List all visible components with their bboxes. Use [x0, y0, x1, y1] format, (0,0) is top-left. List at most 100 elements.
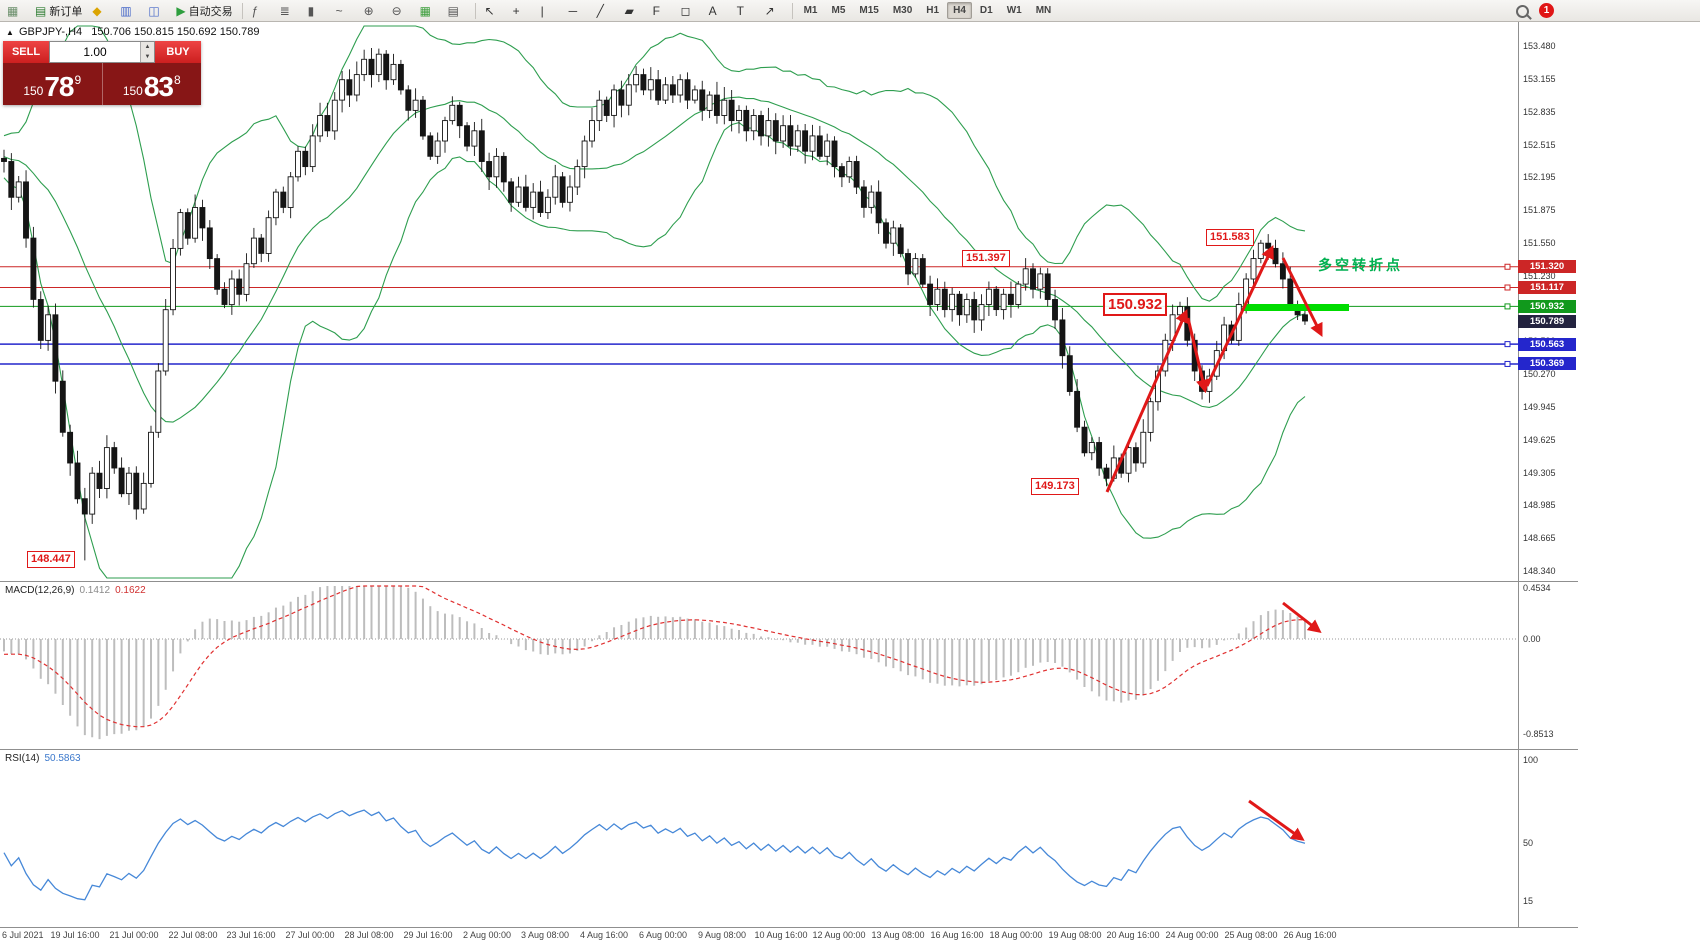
trend-arrows[interactable]	[1105, 245, 1323, 841]
cursor-button[interactable]: ↖	[481, 1, 507, 21]
fibonacci-button[interactable]: F	[649, 1, 675, 21]
timeframe-m1[interactable]: M1	[803, 5, 818, 16]
channel-icon: ▰	[624, 3, 634, 18]
macd-axis-label: 0.4534	[1523, 583, 1551, 593]
new-chart-icon: ▦	[7, 3, 19, 18]
rsi-axis-label: 50	[1523, 838, 1534, 848]
time-axis-label: 16 Aug 16:00	[930, 930, 984, 940]
new-order-button-label: 新订单	[49, 5, 83, 18]
bar-chart-button[interactable]: ≣	[276, 1, 302, 21]
text-button[interactable]: A	[705, 1, 731, 21]
rsi-axis-label: 15	[1523, 896, 1534, 906]
one-click-trading-panel: SELL ▲▼ BUY 150 78 9 150 83 8	[3, 41, 201, 105]
sell-button[interactable]: SELL	[3, 41, 49, 63]
horizontal-line-button[interactable]: ─	[565, 1, 591, 21]
macd-axis-label: 0.00	[1523, 634, 1541, 644]
new-order-button[interactable]: ▤ 新订单	[31, 1, 86, 21]
timeframe-h4[interactable]: H4	[947, 2, 972, 19]
price-tag-150.789: 150.789	[1518, 315, 1576, 328]
price-axis-label: 153.155	[1523, 74, 1556, 84]
price-axis-label: 153.480	[1523, 41, 1556, 51]
candlestick-chart-icon: ▮	[307, 3, 315, 18]
time-axis-label: 19 Jul 16:00	[50, 930, 100, 940]
macd-signal-line	[3, 585, 1306, 728]
price-axis-label: 148.665	[1523, 533, 1556, 543]
timeframe-m30[interactable]: M30	[892, 5, 913, 16]
gold-diamond-icon[interactable]: ◆	[88, 1, 114, 21]
line-chart-icon: ~	[335, 3, 343, 18]
zoom-in-icon: ⊕	[363, 3, 374, 18]
panel-borders	[0, 22, 1578, 928]
timeframe-m5[interactable]: M5	[831, 5, 846, 16]
zoom-in-button[interactable]: ⊕	[360, 1, 386, 21]
notification-badge[interactable]: 1	[1539, 3, 1554, 18]
candlestick-chart-button[interactable]: ▮	[304, 1, 330, 21]
time-axis-label: 24 Aug 00:00	[1165, 930, 1219, 940]
macd-header: MACD(12,26,9) 0.1412 0.1622	[5, 585, 146, 596]
vertical-line-button[interactable]: |	[537, 1, 563, 21]
arrows-button[interactable]: ↗	[761, 1, 787, 21]
ask-price[interactable]: 150 83 8	[103, 63, 202, 105]
price-label-149.173[interactable]: 149.173	[1031, 478, 1079, 495]
autotrading-button[interactable]: ▶ 自动交易	[172, 1, 236, 21]
symbol-bar: ▲ GBPJPY-,H4 150.706 150.815 150.692 150…	[6, 26, 259, 38]
candles	[1, 48, 1308, 561]
volume-stepper[interactable]: ▲ ▼	[140, 42, 154, 62]
zoom-out-icon: ⊖	[391, 3, 402, 18]
price-axis-label: 149.625	[1523, 435, 1556, 445]
buy-button[interactable]: BUY	[155, 41, 201, 63]
price-label-148.447[interactable]: 148.447	[27, 551, 75, 568]
time-axis-label: 27 Jul 00:00	[285, 930, 335, 940]
bid-price-small: 150	[23, 84, 44, 98]
shapes-button[interactable]: ◻	[677, 1, 703, 21]
price-label-151.397[interactable]: 151.397	[962, 250, 1010, 267]
data-window-button[interactable]: ◫	[144, 1, 170, 21]
timeframe-d1[interactable]: D1	[979, 5, 993, 16]
timeframe-w1[interactable]: W1	[1006, 5, 1022, 16]
highlight-bar[interactable]	[1243, 304, 1349, 311]
price-label-150.932[interactable]: 150.932	[1103, 293, 1168, 316]
autotrading-icon: ▶	[176, 3, 186, 18]
rsi-axis-label: 100	[1523, 755, 1539, 765]
timeframe-h1[interactable]: H1	[926, 5, 940, 16]
channel-button[interactable]: ▰	[621, 1, 647, 21]
market-watch-button[interactable]: ▥	[116, 1, 142, 21]
data-window-icon: ◫	[148, 3, 160, 18]
indicators-button[interactable]: ƒ	[248, 1, 274, 21]
new-chart-button[interactable]: ▦	[3, 1, 29, 21]
rsi-header: RSI(14) 50.5863	[5, 753, 81, 764]
bollinger-bands	[3, 25, 1306, 579]
bid-price-big: 78	[44, 71, 74, 102]
time-axis-label: 4 Aug 16:00	[579, 930, 629, 940]
trendline-button[interactable]: ╱	[593, 1, 619, 21]
timeframe-mn[interactable]: MN	[1035, 5, 1052, 16]
cascade-windows-button[interactable]: ▤	[444, 1, 470, 21]
time-axis-label: 2 Aug 00:00	[462, 930, 512, 940]
fibonacci-icon: F	[652, 3, 660, 18]
volume-input[interactable]	[50, 42, 140, 62]
search-icon[interactable]	[1516, 5, 1529, 18]
price-axis-label: 152.515	[1523, 140, 1556, 150]
price-label-151.583[interactable]: 151.583	[1206, 229, 1254, 246]
crosshair-icon: +	[512, 3, 520, 18]
tile-windows-button[interactable]: ▦	[416, 1, 442, 21]
time-axis-label: 3 Aug 08:00	[520, 930, 570, 940]
timeframe-m15[interactable]: M15	[859, 5, 879, 16]
price-tag-150.369: 150.369	[1518, 357, 1576, 370]
arrows-icon: ↗	[764, 3, 775, 18]
turning-point-note[interactable]: 多空转折点	[1318, 257, 1403, 273]
autotrading-button-label: 自动交易	[188, 5, 233, 18]
price-axis-label: 151.550	[1523, 238, 1556, 248]
label-button[interactable]: T	[733, 1, 759, 21]
zoom-out-button[interactable]: ⊖	[388, 1, 414, 21]
time-axis-label: 29 Jul 16:00	[403, 930, 453, 940]
line-chart-button[interactable]: ~	[332, 1, 358, 21]
crosshair-button[interactable]: +	[509, 1, 535, 21]
time-axis-label: 9 Aug 08:00	[697, 930, 747, 940]
toolbar-items: ▦ ▤ 新订单 ◆ ▥ ◫ ▶ 自动交易 ƒ ≣ ▮ ~ ⊕ ⊖ ▦ ▤ ↖ + | ─ ╱ ▰ F ◻ A T ↗ M1 M5 M15 M…	[2, 1, 1058, 21]
time-axis-label: 6 Jul 2021	[2, 930, 44, 940]
bid-price[interactable]: 150 78 9	[3, 63, 103, 105]
macd-histogram	[3, 586, 1306, 740]
toolbar-separator	[474, 2, 476, 19]
